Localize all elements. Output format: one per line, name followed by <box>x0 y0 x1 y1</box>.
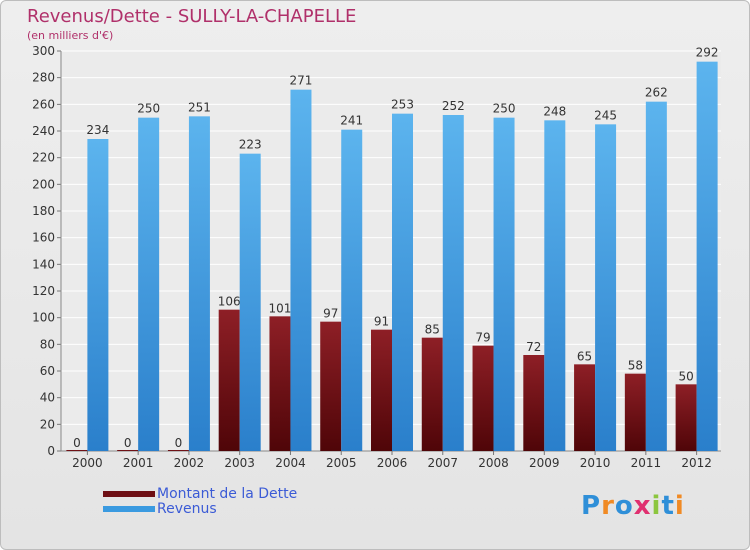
bar-revenue <box>645 101 667 452</box>
bar-debt <box>675 384 697 451</box>
bar-revenue <box>696 61 718 452</box>
y-tick-label: 120 <box>32 284 55 298</box>
y-tick-label: 160 <box>32 231 55 245</box>
legend-swatch-revenue <box>103 506 155 512</box>
data-label-revenue: 271 <box>290 74 313 88</box>
bar-debt <box>218 309 240 451</box>
data-label-debt: 50 <box>678 369 693 383</box>
y-tick-label: 0 <box>47 444 55 458</box>
data-label-revenue: 245 <box>594 108 617 122</box>
data-label-debt: 0 <box>124 436 132 450</box>
x-tick-label: 2003 <box>224 456 255 470</box>
bar-revenue <box>138 117 160 452</box>
bar-revenue <box>442 115 464 451</box>
data-label-debt: 101 <box>269 301 292 315</box>
bar-debt <box>320 321 342 451</box>
bar-debt <box>269 316 291 451</box>
bar-revenue <box>87 139 109 451</box>
x-tick-label: 2004 <box>275 456 306 470</box>
y-tick-label: 200 <box>32 177 55 191</box>
data-label-debt: 0 <box>73 436 81 450</box>
data-label-revenue: 234 <box>86 123 109 137</box>
y-tick-label: 140 <box>32 257 55 271</box>
bar-debt <box>472 345 494 451</box>
bar-revenue <box>341 129 363 451</box>
data-label-revenue: 248 <box>543 104 566 118</box>
data-label-revenue: 292 <box>696 46 719 60</box>
y-tick-label: 240 <box>32 124 55 138</box>
x-tick-label: 2011 <box>631 456 662 470</box>
data-label-revenue: 251 <box>188 100 211 114</box>
x-tick-label: 2005 <box>326 456 357 470</box>
x-tick-label: 2002 <box>174 456 205 470</box>
x-tick-label: 2000 <box>72 456 103 470</box>
y-tick-label: 180 <box>32 204 55 218</box>
bar-debt <box>66 450 88 451</box>
x-tick-label: 2012 <box>681 456 712 470</box>
y-tick-label: 280 <box>32 71 55 85</box>
data-label-debt: 58 <box>628 359 643 373</box>
bar-revenue <box>239 153 261 451</box>
y-tick-label: 80 <box>40 337 55 351</box>
data-label-debt: 72 <box>526 340 541 354</box>
legend-label-revenue: Revenus <box>157 501 217 517</box>
x-tick-label: 2006 <box>377 456 408 470</box>
bar-debt <box>523 355 545 451</box>
data-label-debt: 97 <box>323 307 338 321</box>
data-label-debt: 0 <box>175 436 183 450</box>
data-label-debt: 65 <box>577 349 592 363</box>
data-label-revenue: 250 <box>493 102 516 116</box>
bar-debt <box>421 337 443 451</box>
y-tick-label: 40 <box>40 391 55 405</box>
data-label-revenue: 262 <box>645 86 668 100</box>
bar-debt <box>117 450 139 451</box>
bar-revenue <box>392 113 413 452</box>
chart-subtitle: (en milliers d'€) <box>27 29 114 42</box>
y-tick-label: 60 <box>40 364 55 378</box>
y-tick-label: 20 <box>40 417 55 431</box>
x-tick-label: 2007 <box>427 456 458 470</box>
y-tick-label: 300 <box>32 44 55 58</box>
data-label-revenue: 241 <box>340 114 363 128</box>
data-label-revenue: 253 <box>391 98 414 112</box>
bar-debt <box>167 450 189 451</box>
data-label-debt: 85 <box>425 323 440 337</box>
legend-label-debt: Montant de la Dette <box>157 486 298 502</box>
bar-revenue <box>595 124 617 451</box>
y-tick-label: 220 <box>32 151 55 165</box>
data-label-debt: 91 <box>374 315 389 329</box>
data-label-revenue: 223 <box>239 138 262 152</box>
x-tick-label: 2001 <box>123 456 154 470</box>
bar-debt <box>624 373 646 451</box>
bar-debt <box>371 329 392 451</box>
bar-revenue <box>290 89 312 452</box>
y-tick-label: 260 <box>32 97 55 111</box>
bar-revenue <box>493 117 515 452</box>
x-tick-label: 2010 <box>580 456 611 470</box>
bar-debt <box>574 364 596 451</box>
proxiti-logo: Proxiti <box>581 491 685 521</box>
data-label-debt: 79 <box>475 331 490 345</box>
bar-revenue <box>544 120 566 451</box>
data-label-revenue: 252 <box>442 99 465 113</box>
data-label-debt: 106 <box>218 295 241 309</box>
data-label-revenue: 250 <box>137 102 160 116</box>
legend-swatch-debt <box>103 491 155 497</box>
chart-title: Revenus/Dette - SULLY-LA-CHAPELLE <box>27 6 357 27</box>
x-tick-label: 2008 <box>478 456 509 470</box>
y-tick-label: 100 <box>32 311 55 325</box>
bar-revenue <box>188 116 210 451</box>
x-tick-label: 2009 <box>529 456 560 470</box>
